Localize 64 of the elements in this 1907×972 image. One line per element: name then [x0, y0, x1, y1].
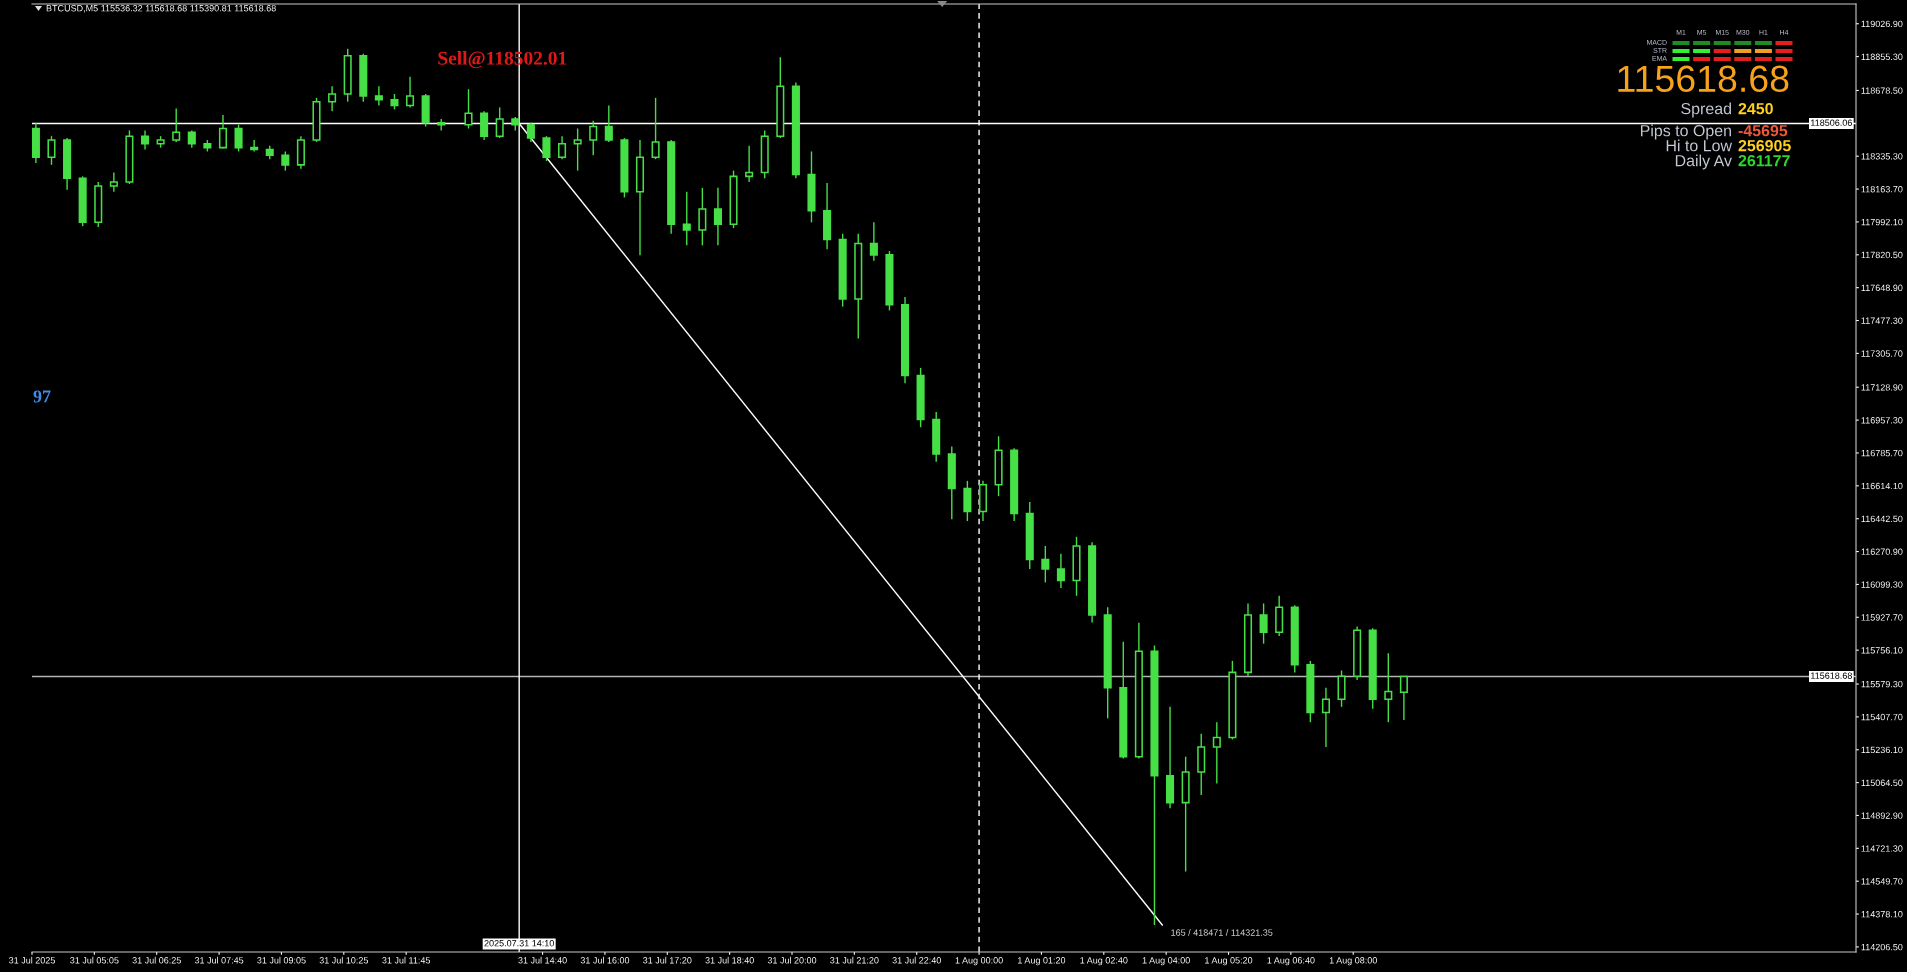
annotation: -45695	[1738, 124, 1788, 137]
x-tick-label: 1 Aug 06:40	[1267, 957, 1315, 966]
y-tick-label: 117820.50	[1861, 251, 1903, 259]
y-tick-label: 114549.70	[1861, 878, 1903, 885]
y-tick-label: 115927.70	[1861, 614, 1903, 621]
x-tick-label: 31 Jul 07:45	[194, 956, 244, 964]
y-tick-label: 119026.90	[1861, 20, 1903, 28]
annotation: Daily Av	[1675, 154, 1732, 170]
x-tick-label: 1 Aug 05:20	[1205, 957, 1253, 966]
x-tick-label: 1 Aug 04:00	[1142, 957, 1190, 966]
y-tick-label: 118678.50	[1861, 87, 1903, 94]
x-tick-label: 1 Aug 08:00	[1329, 957, 1377, 966]
x-tick-label: 31 Jul 14:40	[518, 956, 567, 964]
y-tick-label: 116099.30	[1861, 581, 1903, 588]
x-tick-label: 31 Jul 2025	[9, 956, 55, 964]
ref-line-label: 2025.07.31 14:10	[484, 940, 554, 947]
x-tick-label: 1 Aug 00:00	[955, 957, 1003, 966]
y-tick-label: 118855.30	[1861, 53, 1903, 60]
ref-line-label: 115618.68	[1811, 672, 1852, 679]
y-tick-label: 118163.70	[1861, 186, 1903, 193]
annotation: 115618.68	[1618, 65, 1789, 93]
x-tick-label: 31 Jul 17:20	[643, 956, 692, 964]
y-tick-label: 116614.10	[1861, 482, 1903, 490]
y-tick-label: 116270.90	[1861, 548, 1903, 555]
annotation: 256905	[1738, 139, 1791, 152]
chart-title: BTCUSD,M5 115536.32 115618.68 115390.81 115618.68	[46, 5, 276, 13]
y-tick-label: 114378.10	[1861, 911, 1903, 918]
y-tick-label: 116785.70	[1861, 449, 1903, 457]
y-tick-label: 117128.90	[1861, 384, 1903, 391]
y-tick-label: 116957.30	[1861, 417, 1903, 424]
y-tick-label: 117477.30	[1861, 317, 1903, 324]
x-tick-label: 31 Jul 05:05	[70, 956, 119, 964]
annotation: 165 / 418471 / 114321.35	[1171, 929, 1273, 936]
annotation: 261177	[1738, 154, 1790, 167]
x-tick-label: 31 Jul 22:40	[892, 956, 941, 964]
x-tick-label: 31 Jul 06:25	[132, 956, 181, 964]
annotation: Pips to Open	[1640, 124, 1731, 140]
y-tick-label: 114721.30	[1861, 845, 1903, 852]
x-tick-label: 31 Jul 11:45	[382, 956, 431, 964]
y-tick-label: 117305.70	[1861, 350, 1903, 357]
annotation: 97	[33, 390, 51, 403]
x-tick-label: 31 Jul 21:20	[830, 956, 879, 964]
x-tick-label: 1 Aug 02:40	[1080, 957, 1128, 966]
y-tick-label: 115756.10	[1861, 647, 1903, 654]
y-tick-label: 115579.30	[1861, 680, 1903, 688]
y-tick-label: 115064.50	[1861, 779, 1903, 786]
y-tick-label: 115407.70	[1861, 713, 1903, 721]
x-tick-label: 31 Jul 18:40	[705, 956, 754, 964]
annotation: Spread	[1681, 102, 1731, 118]
annotation: 2450	[1738, 102, 1773, 115]
x-tick-label: 31 Jul 20:00	[767, 956, 817, 964]
y-tick-label: 114892.90	[1861, 812, 1903, 819]
y-tick-label: 117992.10	[1861, 218, 1903, 226]
y-tick-label: 118335.30	[1861, 153, 1903, 160]
y-tick-label: 114206.50	[1861, 943, 1903, 951]
x-tick-label: 1 Aug 01:20	[1018, 957, 1066, 966]
y-tick-label: 117648.90	[1861, 284, 1903, 292]
x-tick-label: 31 Jul 10:25	[319, 956, 369, 964]
annotation: Hi to Low	[1666, 139, 1733, 152]
x-tick-label: 31 Jul 09:05	[257, 956, 306, 964]
x-tick-label: 31 Jul 16:00	[580, 956, 630, 964]
y-tick-label: 115236.10	[1861, 746, 1903, 754]
y-tick-label: 116442.50	[1861, 515, 1903, 523]
ref-line-label: 118506.06	[1811, 119, 1852, 126]
